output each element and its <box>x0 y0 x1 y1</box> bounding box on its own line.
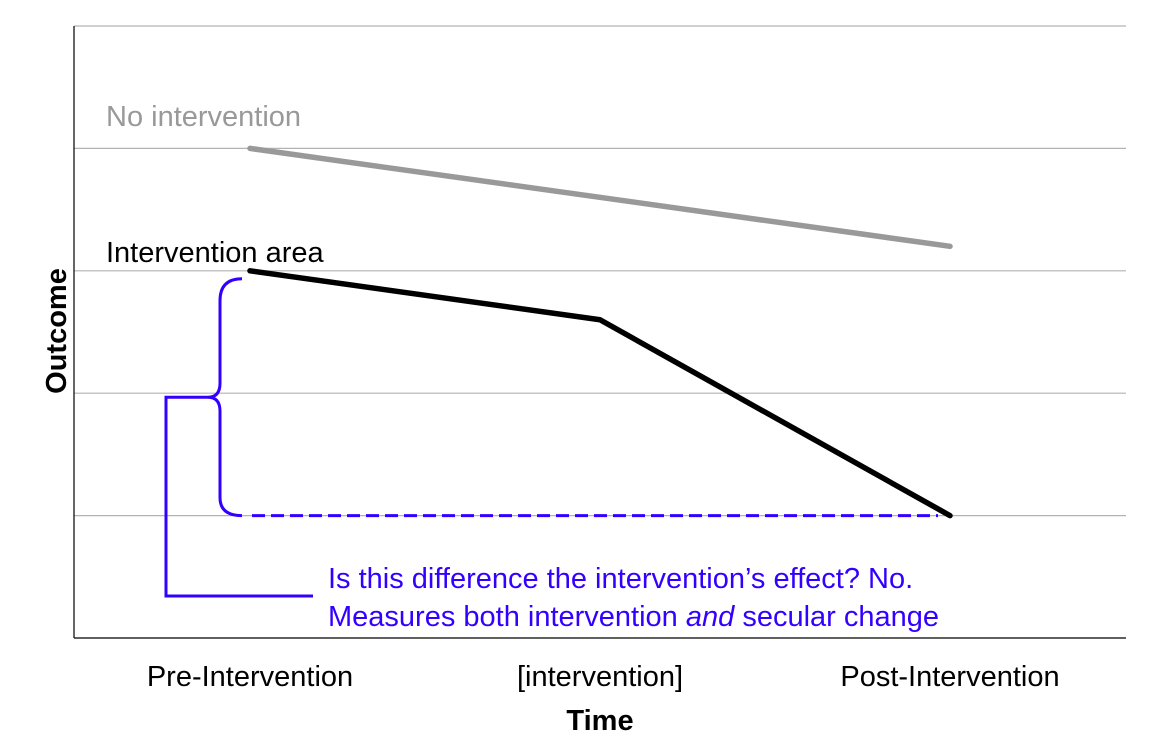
annotation-line-2-after: secular change <box>734 601 939 633</box>
annotation-text-line-2: Measures both intervention and secular c… <box>328 601 939 633</box>
annotation-group <box>164 277 938 598</box>
annotation-line-2-before: Measures both intervention <box>328 601 686 633</box>
x-axis-title: Time <box>566 705 633 737</box>
x-tick-label: Pre-Intervention <box>147 661 353 693</box>
series-line-no-intervention <box>247 145 953 250</box>
difference-curly-brace <box>207 277 243 518</box>
series-label-no-intervention: No intervention <box>106 101 301 133</box>
y-axis-title: Outcome <box>41 268 73 394</box>
series-label-intervention-area: Intervention area <box>106 237 325 269</box>
x-tick-labels: Pre-Intervention [intervention] Post-Inter… <box>147 661 1060 693</box>
annotation-text-line-1: Is this difference the intervention’s ef… <box>328 563 913 595</box>
series-line-intervention-area <box>247 268 953 519</box>
x-tick-label: Post-Intervention <box>840 661 1059 693</box>
series-group <box>247 145 953 519</box>
x-tick-label: [intervention] <box>517 661 683 693</box>
gridlines <box>74 25 1126 517</box>
annotation-line-2-emphasis: and <box>686 601 735 633</box>
annotation-connector-bracket <box>164 395 313 598</box>
axes <box>73 26 1126 639</box>
